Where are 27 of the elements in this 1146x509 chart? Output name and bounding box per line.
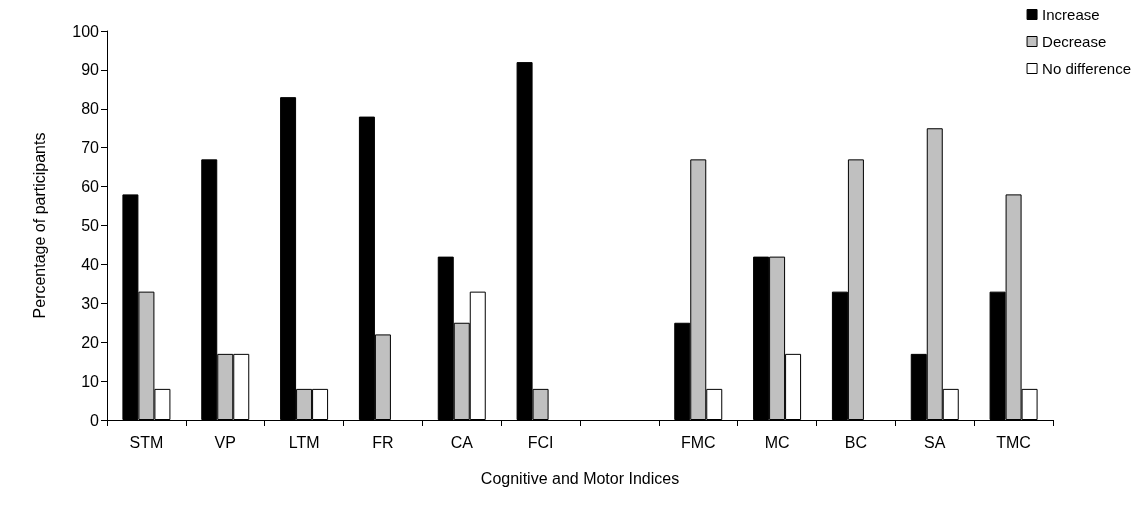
y-tick-label: 50 xyxy=(81,217,100,234)
legend-label: Decrease xyxy=(1042,33,1107,50)
y-tick-label: 30 xyxy=(81,294,100,312)
x-axis-title: Cognitive and Motor Indices xyxy=(480,469,680,487)
y-tick-label: 100 xyxy=(72,22,100,40)
x-tick-label: FMC xyxy=(680,433,716,451)
x-tick-label: LTM xyxy=(288,433,320,451)
x-tick-label: MC xyxy=(764,433,790,451)
y-tick-label: 10 xyxy=(81,372,100,390)
x-tick-label: SA xyxy=(924,433,946,451)
x-tick-label: FR xyxy=(372,433,394,451)
y-tick-label: 80 xyxy=(81,100,100,118)
x-tick-label: CA xyxy=(450,433,474,451)
y-tick-label: 20 xyxy=(81,333,100,351)
x-tick-label: BC xyxy=(844,433,868,451)
x-tick-label: FCI xyxy=(527,433,554,451)
legend-label: No difference xyxy=(1042,60,1132,77)
x-tick-label: VP xyxy=(214,433,236,451)
y-tick-label: 70 xyxy=(81,139,100,157)
y-tick-label: 40 xyxy=(81,255,100,273)
y-tick-label: 60 xyxy=(81,178,100,196)
legend-label: Increase xyxy=(1042,6,1100,23)
x-tick-label: TMC xyxy=(996,433,1031,451)
x-tick-label: STM xyxy=(129,433,164,451)
y-tick-label: 90 xyxy=(81,61,100,79)
y-axis-title: Percentage of participants xyxy=(30,132,48,319)
y-tick-label: 0 xyxy=(90,411,100,429)
